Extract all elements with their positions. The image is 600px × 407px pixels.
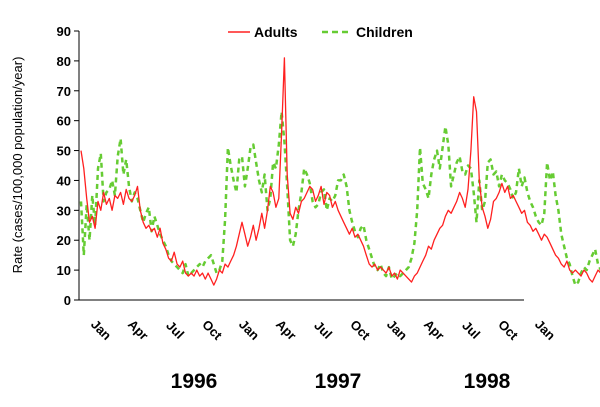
series-group — [79, 57, 600, 287]
x-tick-label: Oct — [347, 317, 373, 343]
x-tick-label: Jan — [384, 317, 410, 343]
y-tick-label: 10 — [57, 263, 71, 278]
year-label-1997: 1997 — [315, 370, 362, 393]
legend-label-children: Children — [356, 24, 413, 40]
year-label-1998: 1998 — [464, 370, 511, 393]
x-tick-label: Jul — [459, 318, 483, 342]
y-tick-label: 20 — [57, 233, 71, 248]
x-tick-label: Jul — [311, 318, 335, 342]
y-tick-label: 90 — [57, 24, 71, 39]
legend: Adults Children — [228, 24, 413, 40]
y-tick-label: 50 — [57, 144, 71, 159]
x-tick-label: Apr — [421, 317, 447, 343]
y-tick-label: 80 — [57, 54, 71, 69]
y-tick-label: 0 — [64, 293, 71, 308]
y-tick-label: 30 — [57, 203, 71, 218]
y-ticks: 0 10 20 30 40 50 60 70 80 90 — [57, 24, 79, 308]
x-tick-label: Jan — [88, 317, 114, 343]
y-tick-label: 70 — [57, 84, 71, 99]
x-tick-label: Jul — [163, 318, 187, 342]
x-tick-label: Jan — [236, 317, 262, 343]
y-tick-label: 40 — [57, 173, 71, 188]
y-axis-label: Rate (cases/100,000 population/year) — [10, 57, 25, 274]
x-tick-label: Apr — [273, 317, 299, 343]
y-tick-label: 60 — [57, 114, 71, 129]
year-label-1996: 1996 — [171, 370, 218, 393]
legend-label-adults: Adults — [254, 24, 298, 40]
series-line-children — [79, 110, 600, 287]
series-line-adults — [80, 57, 600, 286]
x-tick-label: Oct — [199, 317, 225, 343]
x-tick-label: Jan — [532, 317, 558, 343]
x-tick-label: Oct — [495, 317, 521, 343]
x-tick-label: Apr — [125, 317, 151, 343]
x-ticks: Jan Apr Jul Oct Jan Apr Jul Oct Jan Apr Jul Oct Jan — [88, 317, 558, 344]
